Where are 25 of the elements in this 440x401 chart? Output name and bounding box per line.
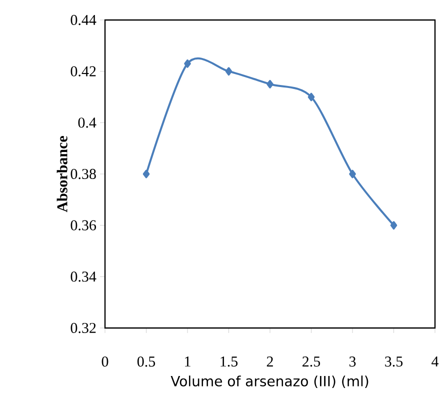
x-tick-label: 0.5	[137, 356, 156, 367]
point	[308, 92, 315, 102]
y-tick-label: 0.44	[70, 14, 96, 26]
point	[184, 59, 191, 68]
y-axis-title: Absorbance	[56, 136, 68, 212]
point	[390, 221, 398, 230]
x-tick-label: 2.5	[302, 356, 320, 367]
x-tick-label: 1	[185, 356, 190, 366]
x-tick-label: 4	[432, 356, 439, 366]
y-tick-label: 0.38	[70, 168, 96, 180]
x-tick-label: 3.5	[385, 356, 403, 367]
x-tick-label: 1.5	[220, 356, 238, 367]
y-tick-label: 0.34	[70, 272, 96, 282]
point	[225, 67, 232, 76]
x-tick-label: 3	[349, 356, 356, 367]
x-axis-title: Volume of arsenazo (III) (ml)	[170, 376, 368, 388]
y-tick-label: 0.4	[78, 118, 96, 128]
point	[142, 170, 150, 178]
y-tick-label: 0.36	[70, 220, 96, 230]
y-tick-label: 0.32	[70, 322, 96, 334]
point	[349, 170, 356, 178]
point	[266, 80, 274, 88]
x-tick-label: 2	[266, 356, 273, 366]
x-tick-label: 0	[102, 356, 108, 367]
y-tick-label: 0.42	[70, 66, 96, 76]
